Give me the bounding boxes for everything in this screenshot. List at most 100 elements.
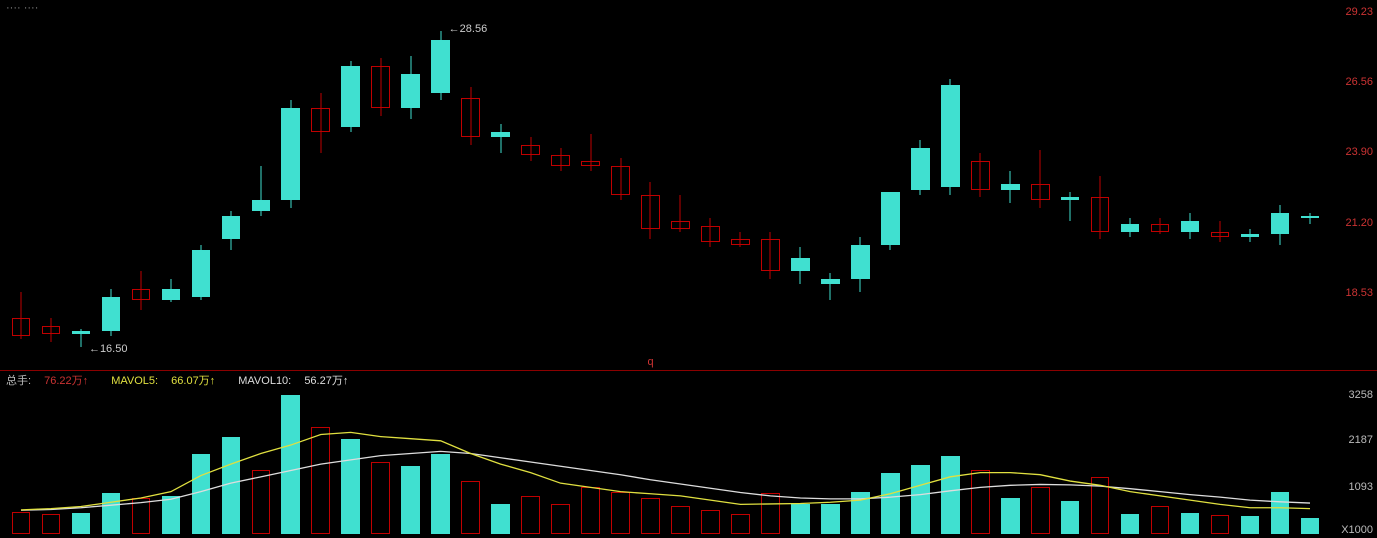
legend-mavol5-value: 66.07万↑ (171, 375, 215, 387)
volume-bar (671, 506, 690, 534)
candle (521, 0, 540, 370)
volume-bar (72, 513, 91, 534)
legend-mavol10-value: 56.27万↑ (304, 375, 348, 387)
candle (551, 0, 570, 370)
volume-bar (731, 514, 750, 534)
volume-y-axis: 3258 2187 1093 X1000 (1327, 370, 1377, 538)
legend-total-label: 总手: (6, 375, 31, 387)
candle (881, 0, 900, 370)
candle (1121, 0, 1140, 370)
volume-bar (42, 514, 61, 534)
high-price-annot: ←28.56 (449, 23, 488, 35)
volume-tick-label: 3258 (1349, 389, 1373, 401)
legend-mavol10: MAVOL10: 56.27万↑ (238, 375, 358, 387)
price-panel[interactable]: 29.2326.5623.9021.2018.53 ←28.56←16.50q (0, 0, 1377, 371)
candle (431, 0, 450, 370)
volume-bar (1031, 487, 1050, 534)
candle (821, 0, 840, 370)
candle (731, 0, 750, 370)
candle (401, 0, 420, 370)
price-tick-label: 26.56 (1345, 76, 1373, 88)
candle (1181, 0, 1200, 370)
volume-bar (641, 498, 660, 534)
candle (341, 0, 360, 370)
volume-bar (941, 456, 960, 534)
volume-bar (821, 504, 840, 534)
mid-annot: q (648, 356, 654, 368)
volume-bar (1271, 492, 1290, 534)
candle (671, 0, 690, 370)
candle (132, 0, 151, 370)
volume-bar (1301, 518, 1320, 534)
volume-bar (132, 498, 151, 534)
candle (941, 0, 960, 370)
volume-bar (281, 395, 300, 534)
volume-tick-label: 1093 (1349, 481, 1373, 493)
candle (1241, 0, 1260, 370)
candle (911, 0, 930, 370)
volume-bar (12, 512, 31, 534)
volume-bar (1091, 477, 1110, 534)
candle (222, 0, 241, 370)
volume-bar (521, 496, 540, 534)
candle (461, 0, 480, 370)
volume-bar (701, 510, 720, 534)
price-tick-label: 21.20 (1345, 217, 1373, 229)
volume-bar (791, 504, 810, 534)
candle (581, 0, 600, 370)
volume-tick-label: 2187 (1349, 434, 1373, 446)
candle (252, 0, 271, 370)
volume-bar (971, 470, 990, 534)
volume-bar (341, 439, 360, 534)
legend-total: 总手: 76.22万↑ (6, 375, 101, 387)
volume-bar (581, 487, 600, 534)
candle (1091, 0, 1110, 370)
volume-bar (1121, 514, 1140, 534)
stock-chart: ···· ···· 29.2326.5623.9021.2018.53 ←28.… (0, 0, 1377, 538)
legend-mavol5-label: MAVOL5: (111, 375, 158, 387)
candle (42, 0, 61, 370)
price-tick-label: 23.90 (1345, 146, 1373, 158)
volume-bar (252, 470, 271, 534)
legend-total-value: 76.22万↑ (44, 375, 88, 387)
candle (611, 0, 630, 370)
candle (72, 0, 91, 370)
candle (281, 0, 300, 370)
low-price-annot: ←16.50 (89, 343, 128, 355)
volume-bar (1001, 498, 1020, 534)
candle (791, 0, 810, 370)
candle (1001, 0, 1020, 370)
volume-x1000-label: X1000 (1341, 524, 1373, 536)
volume-panel[interactable]: 总手: 76.22万↑ MAVOL5: 66.07万↑ MAVOL10: 56.… (0, 370, 1377, 538)
volume-bar (761, 493, 780, 534)
mavol5-line (21, 432, 1310, 510)
candle (1031, 0, 1050, 370)
volume-bar (491, 504, 510, 534)
volume-bar (1181, 513, 1200, 534)
volume-bar (102, 493, 121, 535)
price-y-axis: 29.2326.5623.9021.2018.53 (1327, 0, 1377, 370)
volume-bar (192, 454, 211, 534)
candle (102, 0, 121, 370)
volume-bar (851, 492, 870, 534)
legend-mavol5: MAVOL5: 66.07万↑ (111, 375, 228, 387)
volume-bar (461, 481, 480, 534)
candle (311, 0, 330, 370)
candle (371, 0, 390, 370)
volume-bar (401, 466, 420, 534)
price-tick-label: 18.53 (1345, 287, 1373, 299)
volume-bar (881, 473, 900, 534)
candle (1301, 0, 1320, 370)
candle (12, 0, 31, 370)
candle (1061, 0, 1080, 370)
volume-bar (1061, 501, 1080, 534)
candle (641, 0, 660, 370)
candle (1211, 0, 1230, 370)
candle (701, 0, 720, 370)
volume-bar (222, 437, 241, 534)
volume-bar (911, 465, 930, 534)
candle (851, 0, 870, 370)
volume-bar (1211, 515, 1230, 534)
candle (192, 0, 211, 370)
candle (491, 0, 510, 370)
